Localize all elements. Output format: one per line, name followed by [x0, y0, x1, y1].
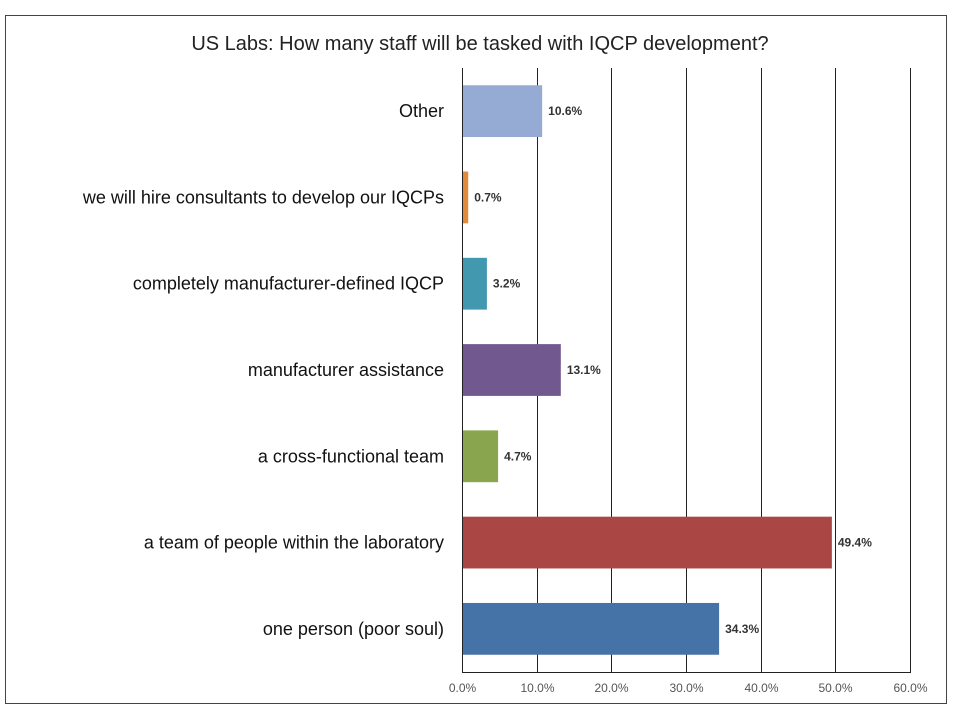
chart-title: US Labs: How many staff will be tasked w… [191, 33, 769, 55]
category-label: a cross-functional team [258, 446, 444, 466]
bar [463, 85, 543, 138]
data-label: 13.1% [567, 363, 601, 377]
x-tick-label: 40.0% [744, 681, 778, 695]
data-label: 4.7% [504, 449, 532, 463]
bar [463, 602, 720, 655]
data-label: 10.6% [548, 104, 582, 118]
x-tick-label: 10.0% [520, 681, 554, 695]
x-tick-label: 30.0% [669, 681, 703, 695]
data-label: 3.2% [493, 277, 521, 291]
bar [463, 516, 832, 569]
data-label: 0.7% [474, 190, 502, 204]
x-tick-label: 20.0% [594, 681, 628, 695]
category-label: completely manufacturer-defined IQCP [133, 274, 444, 294]
chart-frame [5, 15, 947, 704]
data-label: 34.3% [725, 622, 759, 636]
category-label: manufacturer assistance [248, 360, 444, 380]
bar [463, 171, 469, 224]
category-label: a team of people within the laboratory [144, 533, 444, 553]
data-label: 49.4% [838, 536, 872, 550]
bar [463, 257, 487, 310]
x-tick-label: 50.0% [818, 681, 852, 695]
category-label: Other [399, 101, 444, 121]
category-label: one person (poor soul) [263, 619, 444, 639]
x-tick-label: 60.0% [893, 681, 927, 695]
bar [463, 344, 561, 396]
bar [463, 430, 499, 483]
category-label: we will hire consultants to develop our … [82, 187, 444, 207]
x-tick-label: 0.0% [449, 681, 477, 695]
